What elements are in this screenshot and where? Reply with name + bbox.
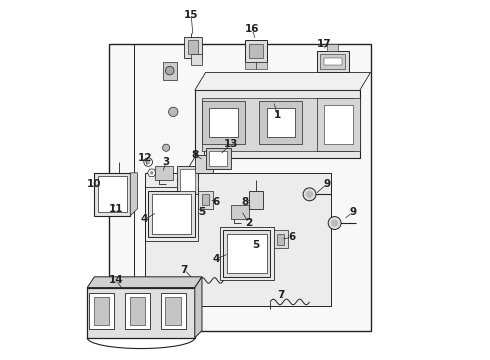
Polygon shape — [320, 54, 345, 69]
Text: 8: 8 — [242, 197, 248, 207]
Polygon shape — [209, 108, 238, 137]
Text: 9: 9 — [349, 207, 356, 217]
Polygon shape — [267, 108, 295, 137]
Text: 7: 7 — [277, 290, 285, 300]
Polygon shape — [198, 191, 213, 209]
Text: 13: 13 — [223, 139, 238, 149]
Polygon shape — [188, 40, 198, 54]
Polygon shape — [125, 293, 150, 329]
Polygon shape — [317, 98, 360, 151]
Polygon shape — [274, 230, 288, 248]
Polygon shape — [209, 151, 227, 166]
Polygon shape — [166, 297, 181, 325]
Polygon shape — [324, 105, 353, 144]
Text: 12: 12 — [137, 153, 152, 163]
Text: 5: 5 — [252, 239, 259, 249]
Polygon shape — [202, 194, 209, 205]
Polygon shape — [202, 98, 353, 151]
Polygon shape — [177, 166, 198, 194]
Polygon shape — [245, 40, 267, 62]
Polygon shape — [87, 288, 195, 338]
Circle shape — [163, 144, 170, 151]
Polygon shape — [98, 176, 126, 212]
Text: 7: 7 — [180, 265, 188, 275]
Text: 15: 15 — [184, 10, 198, 20]
Circle shape — [331, 220, 338, 226]
Circle shape — [303, 188, 316, 201]
Text: 17: 17 — [317, 39, 331, 49]
Polygon shape — [259, 101, 302, 144]
Polygon shape — [109, 44, 370, 330]
Text: 6: 6 — [288, 232, 295, 242]
Circle shape — [144, 158, 152, 166]
Polygon shape — [87, 277, 202, 288]
Polygon shape — [129, 297, 146, 325]
Polygon shape — [130, 173, 137, 216]
Polygon shape — [231, 205, 248, 220]
Circle shape — [328, 217, 341, 229]
Text: 11: 11 — [109, 204, 123, 214]
Polygon shape — [248, 44, 263, 58]
Polygon shape — [89, 293, 114, 329]
Circle shape — [150, 171, 153, 175]
Text: 2: 2 — [245, 218, 252, 228]
Circle shape — [166, 66, 174, 75]
Polygon shape — [277, 234, 285, 244]
Text: 1: 1 — [273, 111, 281, 121]
Polygon shape — [205, 148, 231, 169]
Text: 4: 4 — [213, 254, 220, 264]
Text: 9: 9 — [324, 179, 331, 189]
Polygon shape — [223, 230, 270, 277]
Polygon shape — [152, 194, 191, 234]
Circle shape — [169, 107, 178, 117]
Polygon shape — [184, 37, 202, 58]
Polygon shape — [195, 90, 360, 158]
Text: 8: 8 — [191, 150, 198, 160]
Polygon shape — [317, 51, 349, 72]
Polygon shape — [245, 62, 256, 69]
Text: 10: 10 — [87, 179, 101, 189]
Polygon shape — [195, 155, 213, 173]
Polygon shape — [324, 58, 342, 65]
Circle shape — [146, 160, 150, 164]
Circle shape — [306, 191, 313, 198]
Polygon shape — [94, 297, 109, 325]
Polygon shape — [256, 62, 267, 69]
Polygon shape — [161, 293, 186, 329]
Polygon shape — [227, 234, 267, 273]
Polygon shape — [155, 166, 173, 180]
Polygon shape — [327, 44, 338, 51]
Polygon shape — [195, 277, 202, 338]
Polygon shape — [248, 191, 263, 209]
Text: 16: 16 — [245, 24, 259, 35]
Polygon shape — [148, 191, 195, 237]
Polygon shape — [95, 173, 130, 216]
Text: 14: 14 — [109, 275, 123, 285]
Polygon shape — [180, 169, 195, 191]
Polygon shape — [195, 72, 370, 90]
Polygon shape — [202, 101, 245, 144]
Text: 3: 3 — [163, 157, 170, 167]
Text: 6: 6 — [213, 197, 220, 207]
Polygon shape — [145, 173, 331, 306]
Text: 5: 5 — [198, 207, 206, 217]
Polygon shape — [163, 62, 177, 80]
Text: 4: 4 — [141, 215, 148, 224]
Polygon shape — [191, 54, 202, 65]
